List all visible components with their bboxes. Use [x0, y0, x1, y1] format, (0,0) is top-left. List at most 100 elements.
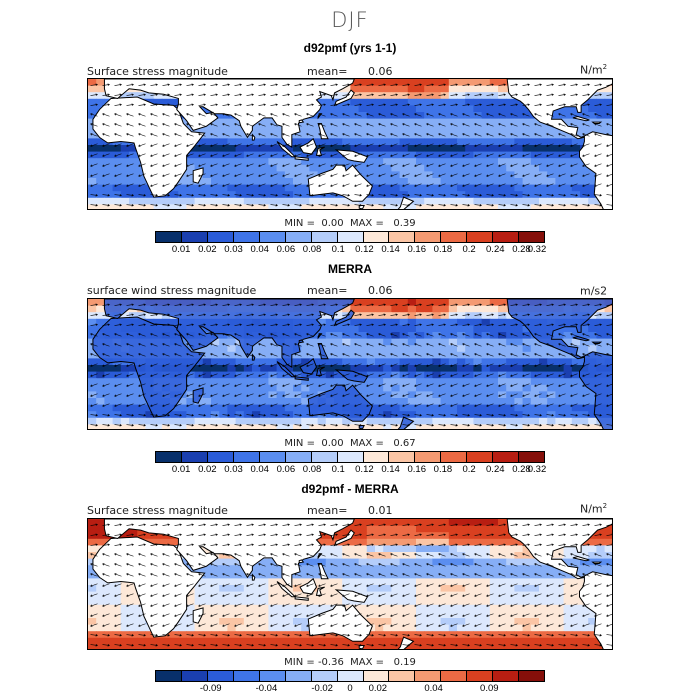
- coastline: [572, 115, 590, 122]
- coastline: [92, 316, 206, 418]
- wind-vectors: [90, 83, 612, 207]
- coastline: [192, 167, 204, 184]
- coastline: [506, 79, 612, 140]
- coastline: [192, 387, 204, 404]
- coastline: [358, 204, 365, 209]
- coastline: [298, 119, 305, 124]
- colorbar-swatch: [467, 452, 494, 462]
- colorbar-tick-label: 0.03: [224, 244, 243, 255]
- panel-1-title: d92pmf (yrs 1-1): [303, 41, 397, 55]
- colorbar-swatch: [181, 232, 208, 242]
- colorbar-swatch: [156, 452, 182, 462]
- coastline: [317, 122, 329, 140]
- coastline: [506, 519, 612, 580]
- colorbar-tick-label: 0.03: [224, 464, 243, 475]
- coastline: [294, 596, 309, 601]
- colorbar-tick-label: 0.12: [355, 464, 374, 475]
- colorbar-swatch: [519, 232, 545, 242]
- colorbar-swatch: [181, 671, 208, 681]
- colorbar-swatch: [337, 671, 364, 681]
- coastline: [358, 644, 365, 649]
- colorbar-swatch: [259, 452, 286, 462]
- panel-2-colorbar: [155, 451, 545, 463]
- coastline: [397, 416, 415, 429]
- colorbar-tick-label: 0.04: [250, 464, 269, 475]
- panel-3-colorbar-ticks: -0.09 -0.04 -0.02 0 0.02 0.04 0.09: [155, 683, 545, 695]
- colorbar-tick-label: 0.02: [198, 244, 217, 255]
- colorbar-swatch: [467, 232, 494, 242]
- colorbar-tick-label: 0.28: [512, 464, 531, 475]
- colorbar-swatch: [207, 232, 234, 242]
- colorbar-swatch: [311, 671, 338, 681]
- wind-vectors: [90, 303, 612, 427]
- panel-3-unit: N/m2: [580, 502, 608, 516]
- colorbar-tick-label: 0.06: [276, 464, 296, 475]
- colorbar-swatch: [285, 232, 312, 242]
- coastline: [591, 561, 603, 564]
- coastline: [298, 559, 305, 564]
- colorbar-swatch: [363, 452, 390, 462]
- colorbar-swatch: [285, 452, 312, 462]
- panel-3-min-max: MIN = -0.36 MAX = 0.19: [284, 657, 416, 668]
- coastline: [578, 351, 612, 429]
- panel-3-title: d92pmf - MERRA: [301, 482, 399, 496]
- colorbar-swatch: [519, 671, 545, 681]
- colorbar-swatch: [181, 452, 208, 462]
- coastline: [92, 96, 206, 198]
- panel-1-variable-label: Surface stress magnitude: [87, 65, 228, 78]
- panel-2-mean-label: mean=: [307, 284, 348, 297]
- coastline: [333, 309, 355, 327]
- colorbar-swatch: [207, 671, 234, 681]
- colorbar-tick-label: 0.02: [198, 464, 217, 475]
- panel-1-mean-label: mean=: [307, 65, 348, 78]
- coastline: [578, 131, 612, 209]
- colorbar-swatch: [493, 671, 520, 681]
- colorbar-tick-label: 0.14: [381, 464, 400, 475]
- panel-3-colorbar: [155, 670, 545, 682]
- panel-3-map: [87, 518, 613, 650]
- colorbar-swatch: [441, 671, 468, 681]
- colorbar-swatch: [415, 452, 442, 462]
- panel-3-mean-value: 0.01: [368, 504, 393, 517]
- colorbar-tick-label: 0.06: [276, 244, 296, 255]
- coastline: [317, 342, 329, 360]
- panel-1-colorbar-ticks: 0.01 0.02 0.03 0.04 0.06 0.08 0.1 0.12 0.14 0.16 0…: [155, 244, 547, 256]
- colorbar-swatch: [259, 671, 286, 681]
- panel-2-map: [87, 298, 613, 430]
- figure-title: DJF: [331, 8, 369, 32]
- colorbar-tick-label: 0.01: [171, 244, 191, 255]
- colorbar-swatch: [233, 232, 260, 242]
- colorbar-swatch: [441, 452, 468, 462]
- coastline: [298, 339, 305, 344]
- coastline: [317, 562, 329, 580]
- colorbar-swatch: [233, 671, 260, 681]
- colorbar-tick-label: 0.14: [381, 244, 400, 255]
- colorbar-swatch: [207, 452, 234, 462]
- coastline: [103, 79, 355, 148]
- colorbar-swatch: [441, 232, 468, 242]
- colorbar-tick-label: 0.04: [424, 683, 443, 694]
- colorbar-swatch: [337, 452, 364, 462]
- coastline: [572, 555, 590, 562]
- colorbar-tick-label: 0.24: [486, 244, 505, 255]
- colorbar-tick-label: 0.2: [462, 464, 476, 475]
- colorbar-swatch: [311, 452, 338, 462]
- colorbar-tick-label: 0.32: [527, 244, 547, 255]
- colorbar-tick-label: 0.28: [512, 244, 531, 255]
- colorbar-tick-label: 0.08: [302, 464, 322, 475]
- colorbar-swatch: [493, 452, 520, 462]
- colorbar-tick-label: 0.01: [171, 464, 191, 475]
- colorbar-tick-label: 0.1: [331, 244, 345, 255]
- colorbar-swatch: [389, 232, 416, 242]
- panel-3-variable-label: Surface stress magnitude: [87, 504, 228, 517]
- colorbar-tick-label: 0.16: [407, 244, 426, 255]
- panel-1-min-max: MIN = 0.00 MAX = 0.39: [284, 218, 416, 229]
- colorbar-tick-label: 0.32: [527, 464, 547, 475]
- colorbar-tick-label: -0.09: [199, 683, 222, 694]
- colorbar-swatch: [156, 671, 182, 681]
- colorbar-tick-label: 0: [347, 683, 353, 694]
- colorbar-tick-label: 0.1: [331, 464, 345, 475]
- panel-1-colorbar: [155, 231, 545, 243]
- colorbar-swatch: [519, 452, 545, 462]
- colorbar-tick-label: 0.18: [433, 464, 453, 475]
